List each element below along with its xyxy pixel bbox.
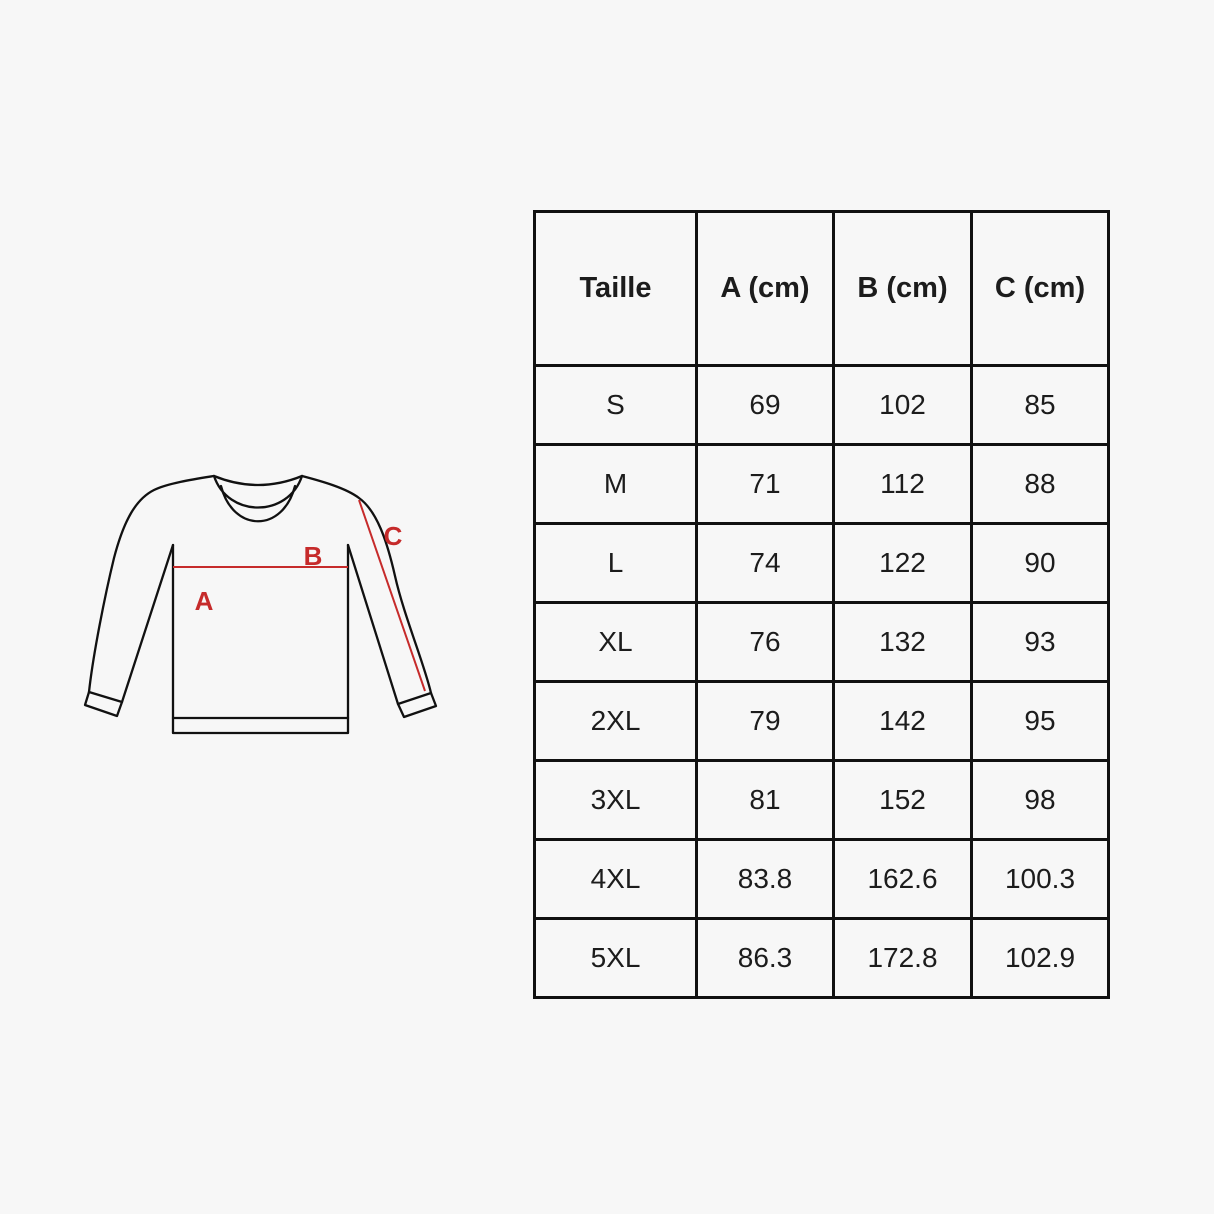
value-cell: 102 — [832, 364, 973, 446]
size-cell: L — [533, 522, 698, 604]
left-sleeve-outline — [87, 474, 216, 694]
value-cell: 79 — [695, 680, 835, 762]
value-cell: 172.8 — [832, 917, 973, 999]
garment-diagram: A B C — [83, 474, 438, 735]
size-cell: 5XL — [533, 917, 698, 999]
value-cell: 152 — [832, 759, 973, 841]
value-cell: 81 — [695, 759, 835, 841]
left-sleeve-inner-edge — [120, 543, 175, 704]
right-sleeve-inner-edge — [346, 543, 400, 706]
left-cuff — [83, 690, 124, 718]
measurement-label-c: C — [384, 521, 403, 551]
table-row-s: S 69 102 85 — [533, 364, 1110, 446]
value-cell: 76 — [695, 601, 835, 683]
value-cell: 93 — [970, 601, 1110, 683]
value-cell: 69 — [695, 364, 835, 446]
size-table-header-row: Taille A (cm) B (cm) C (cm) — [533, 210, 1110, 367]
size-cell: 2XL — [533, 680, 698, 762]
value-cell: 112 — [832, 443, 973, 525]
header-cell-b-cm: B (cm) — [832, 210, 973, 367]
value-cell: 100.3 — [970, 838, 1110, 920]
value-cell: 102.9 — [970, 917, 1110, 999]
collar-outer-arc — [212, 474, 304, 487]
table-row-xl: XL 76 132 93 — [533, 601, 1110, 683]
size-table: Taille A (cm) B (cm) C (cm) S 69 102 85 … — [533, 210, 1110, 999]
table-row-2xl: 2XL 79 142 95 — [533, 680, 1110, 762]
header-cell-taille: Taille — [533, 210, 698, 367]
header-cell-a-cm: A (cm) — [695, 210, 835, 367]
value-cell: 85 — [970, 364, 1110, 446]
size-cell: 4XL — [533, 838, 698, 920]
size-cell: XL — [533, 601, 698, 683]
value-cell: 122 — [832, 522, 973, 604]
measurement-label-a: A — [195, 586, 214, 616]
table-row-l: L 74 122 90 — [533, 522, 1110, 604]
value-cell: 90 — [970, 522, 1110, 604]
size-cell: M — [533, 443, 698, 525]
value-cell: 142 — [832, 680, 973, 762]
right-cuff — [396, 691, 438, 719]
value-cell: 86.3 — [695, 917, 835, 999]
value-cell: 74 — [695, 522, 835, 604]
value-cell: 162.6 — [832, 838, 973, 920]
torso-outline — [171, 543, 350, 735]
measurement-label-b: B — [304, 541, 323, 571]
collar-inner-arc — [219, 484, 297, 523]
table-row-3xl: 3XL 81 152 98 — [533, 759, 1110, 841]
value-cell: 88 — [970, 443, 1110, 525]
table-row-4xl: 4XL 83.8 162.6 100.3 — [533, 838, 1110, 920]
value-cell: 98 — [970, 759, 1110, 841]
value-cell: 95 — [970, 680, 1110, 762]
table-row-5xl: 5XL 86.3 172.8 102.9 — [533, 917, 1110, 999]
size-cell: 3XL — [533, 759, 698, 841]
header-cell-c-cm: C (cm) — [970, 210, 1110, 367]
value-cell: 83.8 — [695, 838, 835, 920]
value-cell: 132 — [832, 601, 973, 683]
right-sleeve-outline — [300, 474, 433, 695]
value-cell: 71 — [695, 443, 835, 525]
measurement-line-c — [358, 499, 426, 692]
size-cell: S — [533, 364, 698, 446]
table-row-m: M 71 112 88 — [533, 443, 1110, 525]
